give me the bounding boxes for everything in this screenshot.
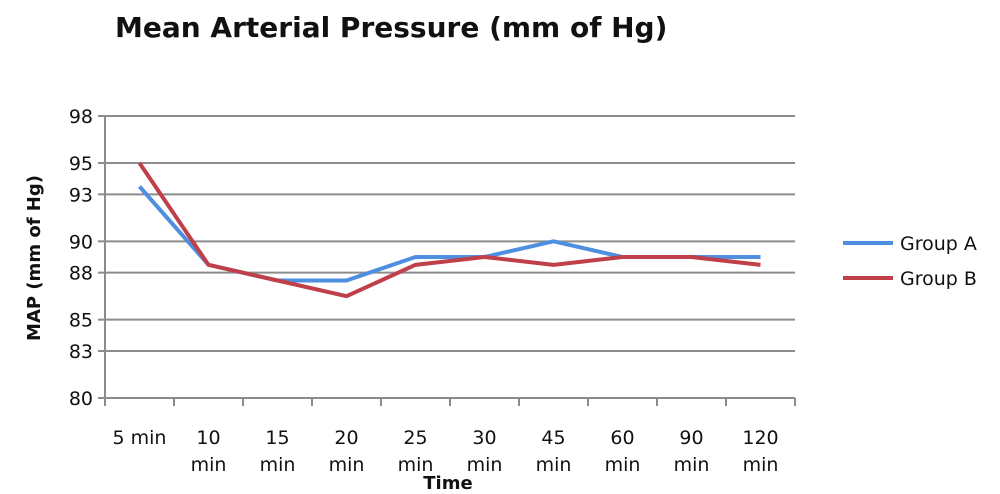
x-tick-label: 5 min: [113, 427, 167, 449]
chart-title: Mean Arterial Pressure (mm of Hg): [115, 11, 667, 44]
legend-label-group-a: Group A: [900, 233, 977, 255]
x-tick-label: 60 min: [605, 427, 641, 476]
series-line-group-a: [137, 185, 761, 283]
legend: Group A Group B: [843, 233, 977, 290]
series-lines: [137, 161, 761, 299]
y-axis-ticks: 80 83 85 88 90 93 95 98: [69, 106, 105, 410]
y-tick-label: 80: [69, 388, 93, 410]
x-tick-label: 30 min: [467, 427, 503, 476]
x-axis-ticks: 5 min 10 min 15 min 20 min 25 min 30 min 45 min 60 min…: [104, 398, 796, 476]
y-tick-label: 95: [69, 153, 93, 175]
x-tick-label: 120 min: [742, 427, 778, 476]
y-tick-label: 83: [69, 341, 93, 363]
y-tick-label: 90: [69, 231, 93, 253]
y-tick-label: 93: [69, 184, 93, 206]
legend-label-group-b: Group B: [900, 268, 977, 290]
y-tick-label: 85: [69, 310, 93, 332]
x-axis-label: Time: [423, 473, 472, 494]
x-tick-label: 10 min: [191, 427, 227, 476]
x-tick-label: 20 min: [329, 427, 365, 476]
x-tick-label: 45 min: [536, 427, 572, 476]
x-tick-label: 25 min: [398, 427, 434, 476]
y-tick-label: 98: [69, 106, 93, 128]
series-line-group-b: [137, 161, 761, 299]
gridlines: [105, 115, 795, 352]
x-tick-label: 15 min: [260, 427, 296, 476]
y-axis-label: MAP (mm of Hg): [24, 175, 45, 341]
y-tick-label: 88: [69, 263, 93, 285]
x-tick-label: 90 min: [674, 427, 710, 476]
